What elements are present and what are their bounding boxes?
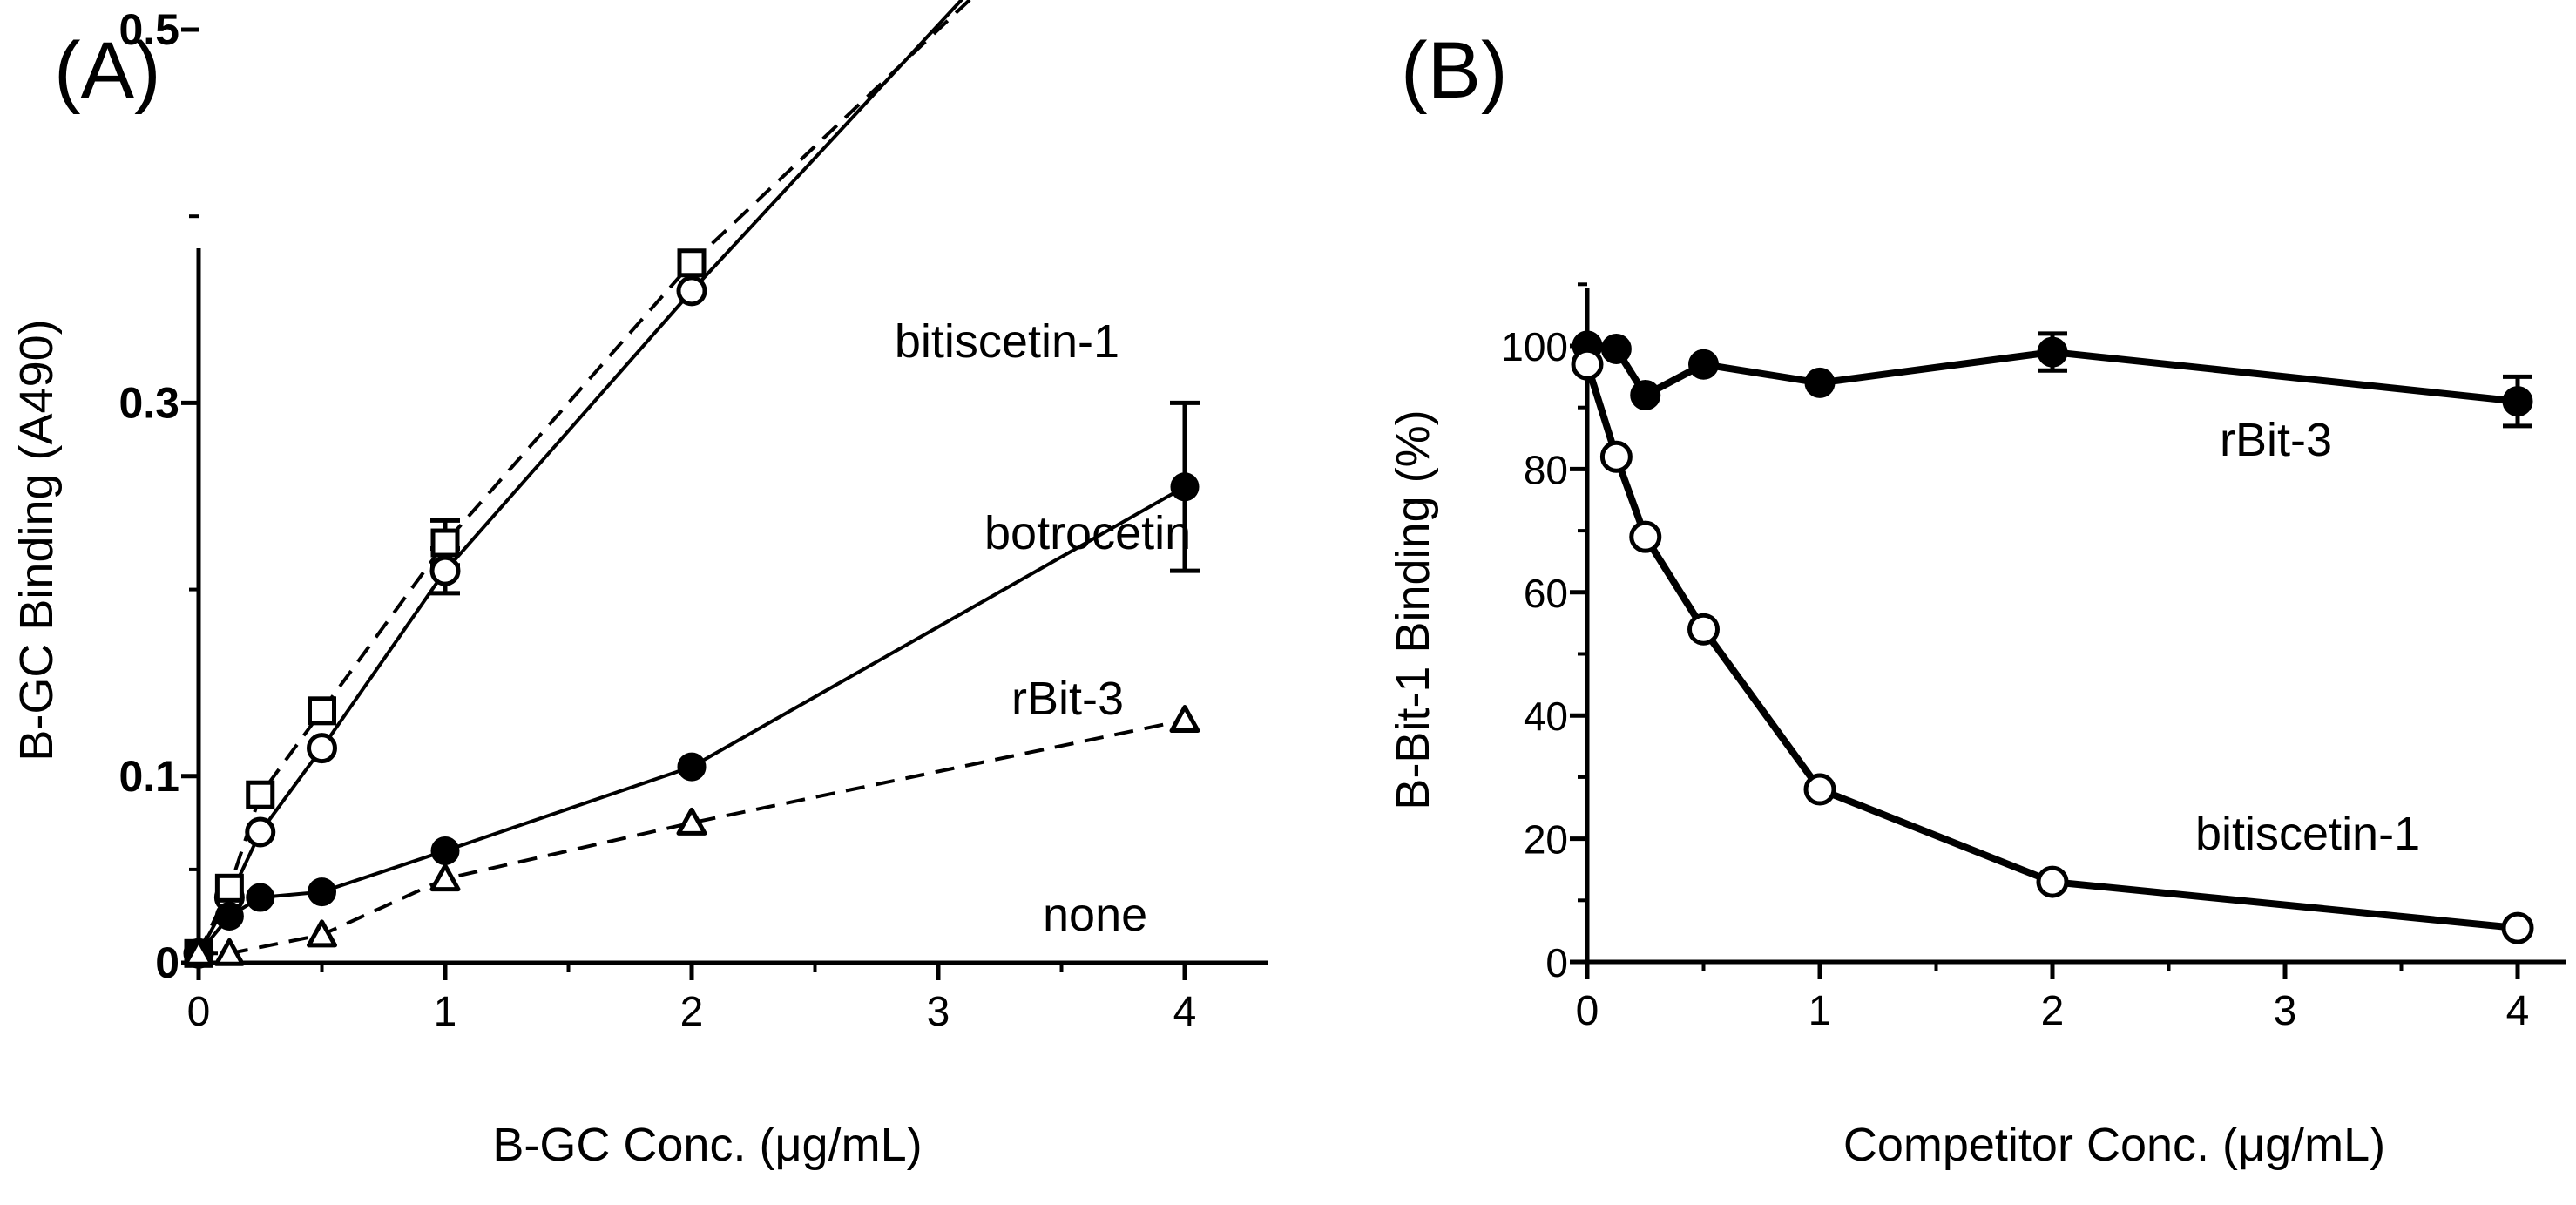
panel-b-x-tick-label: 0 [1576, 988, 1599, 1034]
panel-a-y-tick-label: 0.1 [118, 752, 179, 801]
panel-a-x-tick-label: 0 [187, 989, 211, 1035]
panel-a-line-none [199, 718, 1186, 956]
panel-a-x-tick-label: 2 [680, 989, 704, 1035]
panel-a-point-none [213, 938, 245, 966]
panel-b-label-bitiscetin-1: bitiscetin-1 [2195, 808, 2420, 860]
panel-a-label-none: none [1043, 889, 1147, 941]
panel-a-point-bitiscetin-1 [676, 275, 707, 307]
panel-a-point-rbit-3 [1170, 472, 1200, 502]
panel-b-y-tick-label: 20 [1524, 817, 1568, 863]
panel-a-point-rbit-3 [430, 836, 460, 865]
panel-a-y-tick-label: 0.5 [118, 5, 179, 54]
panel-a-label-bitiscetin-1: bitiscetin-1 [895, 315, 1119, 368]
panel-b-point-rbit-3 [1688, 349, 1719, 380]
panel-b-point-bitiscetin-1 [1687, 613, 1720, 646]
panel-a-error-bars [430, 400, 1200, 596]
panel-a: (A) B-GC Binding (A490) B-GC Conc. (μg/m… [10, 0, 1268, 1171]
panel-a-point-botrocetin [308, 696, 336, 726]
panel-a-y-tick-label: 0.3 [118, 378, 179, 427]
panel-b-x-tick-label: 3 [2274, 988, 2297, 1034]
panel-b-y-tick-label: 80 [1524, 447, 1568, 492]
panel-b-label: (B) [1401, 26, 1508, 115]
panel-b-point-rbit-3 [1630, 380, 1661, 411]
panel-a-point-botrocetin [214, 873, 244, 903]
panel-a-point-none [183, 938, 214, 966]
panel-b-y-tick-label: 0 [1545, 940, 1568, 985]
panel-a-point-bitiscetin-1 [429, 555, 461, 586]
panel-a-x-tick-label: 1 [434, 989, 457, 1035]
panel-b-y-tick-label: 60 [1524, 571, 1568, 616]
panel-b-point-bitiscetin-1 [1803, 773, 1836, 806]
panel-b: (B) B-Bit-1 Binding (%) Competitor Conc.… [1387, 26, 2566, 1171]
panel-b-point-rbit-3 [2502, 386, 2533, 417]
panel-b-point-rbit-3 [1804, 367, 1836, 398]
panel-b-label-rbit-3: rBit-3 [2220, 414, 2332, 466]
panel-b-point-rbit-3 [1600, 334, 1632, 365]
panel-b-x-tick-label: 2 [2041, 988, 2065, 1034]
panel-a-x-tick-label: 4 [1173, 989, 1197, 1035]
panel-b-point-bitiscetin-1 [1629, 520, 1662, 553]
panel-b-x-tick-label: 1 [1809, 988, 1832, 1034]
panel-a-point-rbit-3 [246, 883, 275, 912]
panel-b-point-bitiscetin-1 [1599, 440, 1633, 473]
panel-a-x-axis-title: B-GC Conc. (μg/mL) [492, 1119, 922, 1171]
panel-a-point-none [676, 807, 707, 836]
panel-a-x-tick-label: 3 [927, 989, 950, 1035]
panel-a-point-bitiscetin-1 [307, 733, 337, 764]
panel-b-point-bitiscetin-1 [2036, 865, 2069, 898]
panel-a-point-rbit-3 [214, 901, 244, 931]
panel-a-markers [183, 248, 1200, 969]
panel-a-point-none [429, 863, 461, 892]
panel-a-point-botrocetin [677, 248, 707, 278]
panel-a-point-none [1169, 705, 1200, 734]
panel-b-markers [1571, 330, 2534, 944]
panel-a-label-botrocetin: botrocetin [984, 507, 1191, 559]
panel-b-x-tick-label: 4 [2506, 988, 2530, 1034]
panel-a-label: (A) [54, 26, 161, 115]
panel-a-point-bitiscetin-1 [245, 816, 276, 848]
panel-a-y-axis-title: B-GC Binding (A490) [10, 319, 63, 761]
panel-a-point-none [307, 919, 337, 948]
panel-a-label-rbit-3: rBit-3 [1011, 673, 1124, 725]
panel-a-point-rbit-3 [308, 877, 336, 907]
panel-b-point-bitiscetin-1 [2501, 911, 2534, 944]
panel-b-y-axis-title: B-Bit-1 Binding (%) [1387, 410, 1439, 809]
panel-a-point-rbit-3 [677, 752, 707, 782]
panel-b-y-tick-label: 40 [1524, 694, 1568, 739]
panel-b-y-tick-label: 100 [1501, 324, 1568, 369]
panel-a-point-botrocetin [430, 528, 460, 558]
panel-a-y-tick-label: 0 [155, 938, 179, 987]
panel-b-point-bitiscetin-1 [1571, 348, 1604, 381]
panel-b-point-rbit-3 [2037, 336, 2068, 368]
panel-b-x-axis-title: Competitor Conc. (μg/mL) [1843, 1119, 2385, 1171]
panel-a-point-botrocetin [246, 780, 275, 809]
